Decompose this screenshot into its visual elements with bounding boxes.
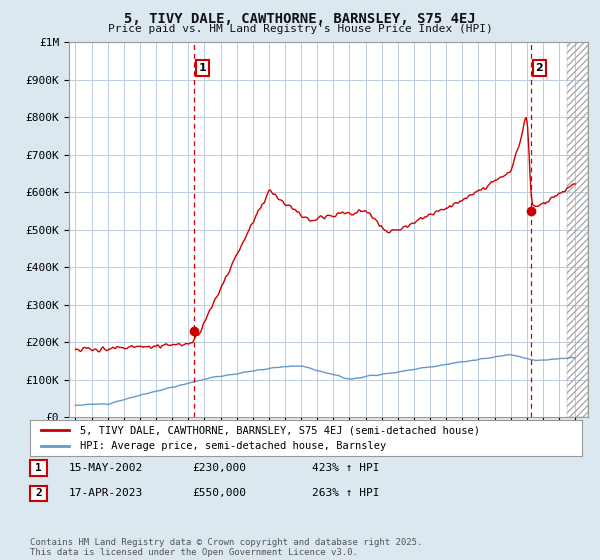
Text: Price paid vs. HM Land Registry's House Price Index (HPI): Price paid vs. HM Land Registry's House …: [107, 24, 493, 34]
Text: 2: 2: [35, 488, 42, 498]
Text: 2: 2: [536, 63, 544, 73]
Text: 5, TIVY DALE, CAWTHORNE, BARNSLEY, S75 4EJ (semi-detached house): 5, TIVY DALE, CAWTHORNE, BARNSLEY, S75 4…: [80, 425, 479, 435]
Text: £230,000: £230,000: [192, 463, 246, 473]
Text: HPI: Average price, semi-detached house, Barnsley: HPI: Average price, semi-detached house,…: [80, 441, 386, 451]
Text: Contains HM Land Registry data © Crown copyright and database right 2025.
This d: Contains HM Land Registry data © Crown c…: [30, 538, 422, 557]
Text: 5, TIVY DALE, CAWTHORNE, BARNSLEY, S75 4EJ: 5, TIVY DALE, CAWTHORNE, BARNSLEY, S75 4…: [124, 12, 476, 26]
Text: 263% ↑ HPI: 263% ↑ HPI: [312, 488, 380, 498]
Text: 1: 1: [199, 63, 206, 73]
Text: 15-MAY-2002: 15-MAY-2002: [69, 463, 143, 473]
Text: 423% ↑ HPI: 423% ↑ HPI: [312, 463, 380, 473]
Text: 17-APR-2023: 17-APR-2023: [69, 488, 143, 498]
Text: 1: 1: [35, 463, 42, 473]
Text: £550,000: £550,000: [192, 488, 246, 498]
